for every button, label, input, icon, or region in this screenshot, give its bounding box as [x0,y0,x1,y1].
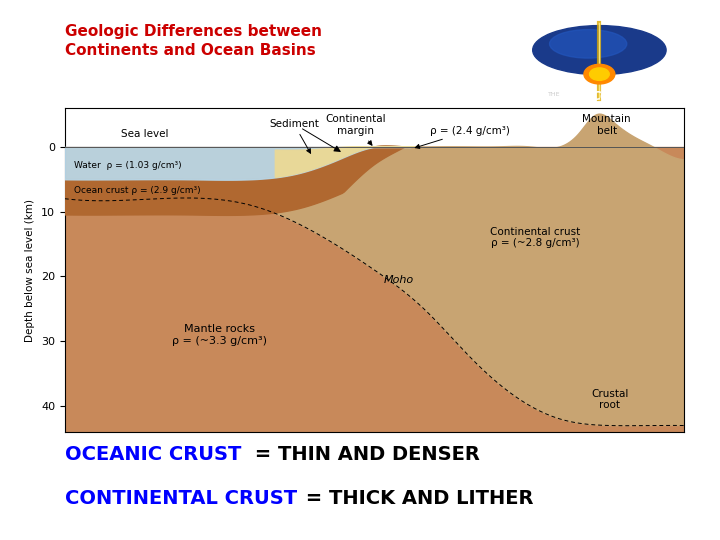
Text: Ocean crust ρ = (2.9 g/cm³): Ocean crust ρ = (2.9 g/cm³) [74,186,201,195]
Text: = THIN AND DENSER: = THIN AND DENSER [248,446,480,464]
Ellipse shape [533,25,666,75]
Text: Mantle rocks
ρ = (~3.3 g/cm³): Mantle rocks ρ = (~3.3 g/cm³) [172,324,267,346]
Text: THE: THE [548,92,561,97]
Text: Crustal
root: Crustal root [591,389,629,410]
Text: Geologic Differences between
Continents and Ocean Basins: Geologic Differences between Continents … [65,24,322,58]
Text: Continental crust
ρ = (~2.8 g/cm³): Continental crust ρ = (~2.8 g/cm³) [490,227,580,248]
Text: Moho: Moho [384,275,414,285]
Text: CONTINENTAL CRUST: CONTINENTAL CRUST [65,489,297,508]
Circle shape [590,68,609,80]
Polygon shape [65,146,410,215]
Text: Mountain
belt: Mountain belt [582,114,631,136]
Circle shape [584,64,615,84]
Text: Sediment: Sediment [269,119,319,153]
Y-axis label: Depth below sea level (km): Depth below sea level (km) [25,199,35,341]
Text: OCEANIC CRUST: OCEANIC CRUST [65,446,241,464]
Text: ρ = (2.4 g/cm³): ρ = (2.4 g/cm³) [415,126,510,148]
Text: Continental
margin: Continental margin [325,114,386,145]
Text: Sea level: Sea level [120,129,168,139]
Polygon shape [275,147,418,177]
Text: CORE: CORE [592,90,629,103]
Polygon shape [65,114,684,426]
Ellipse shape [549,30,627,58]
Text: = THICK AND LITHER: = THICK AND LITHER [299,489,534,508]
Text: Water  ρ = (1.03 g/cm³): Water ρ = (1.03 g/cm³) [74,160,181,170]
